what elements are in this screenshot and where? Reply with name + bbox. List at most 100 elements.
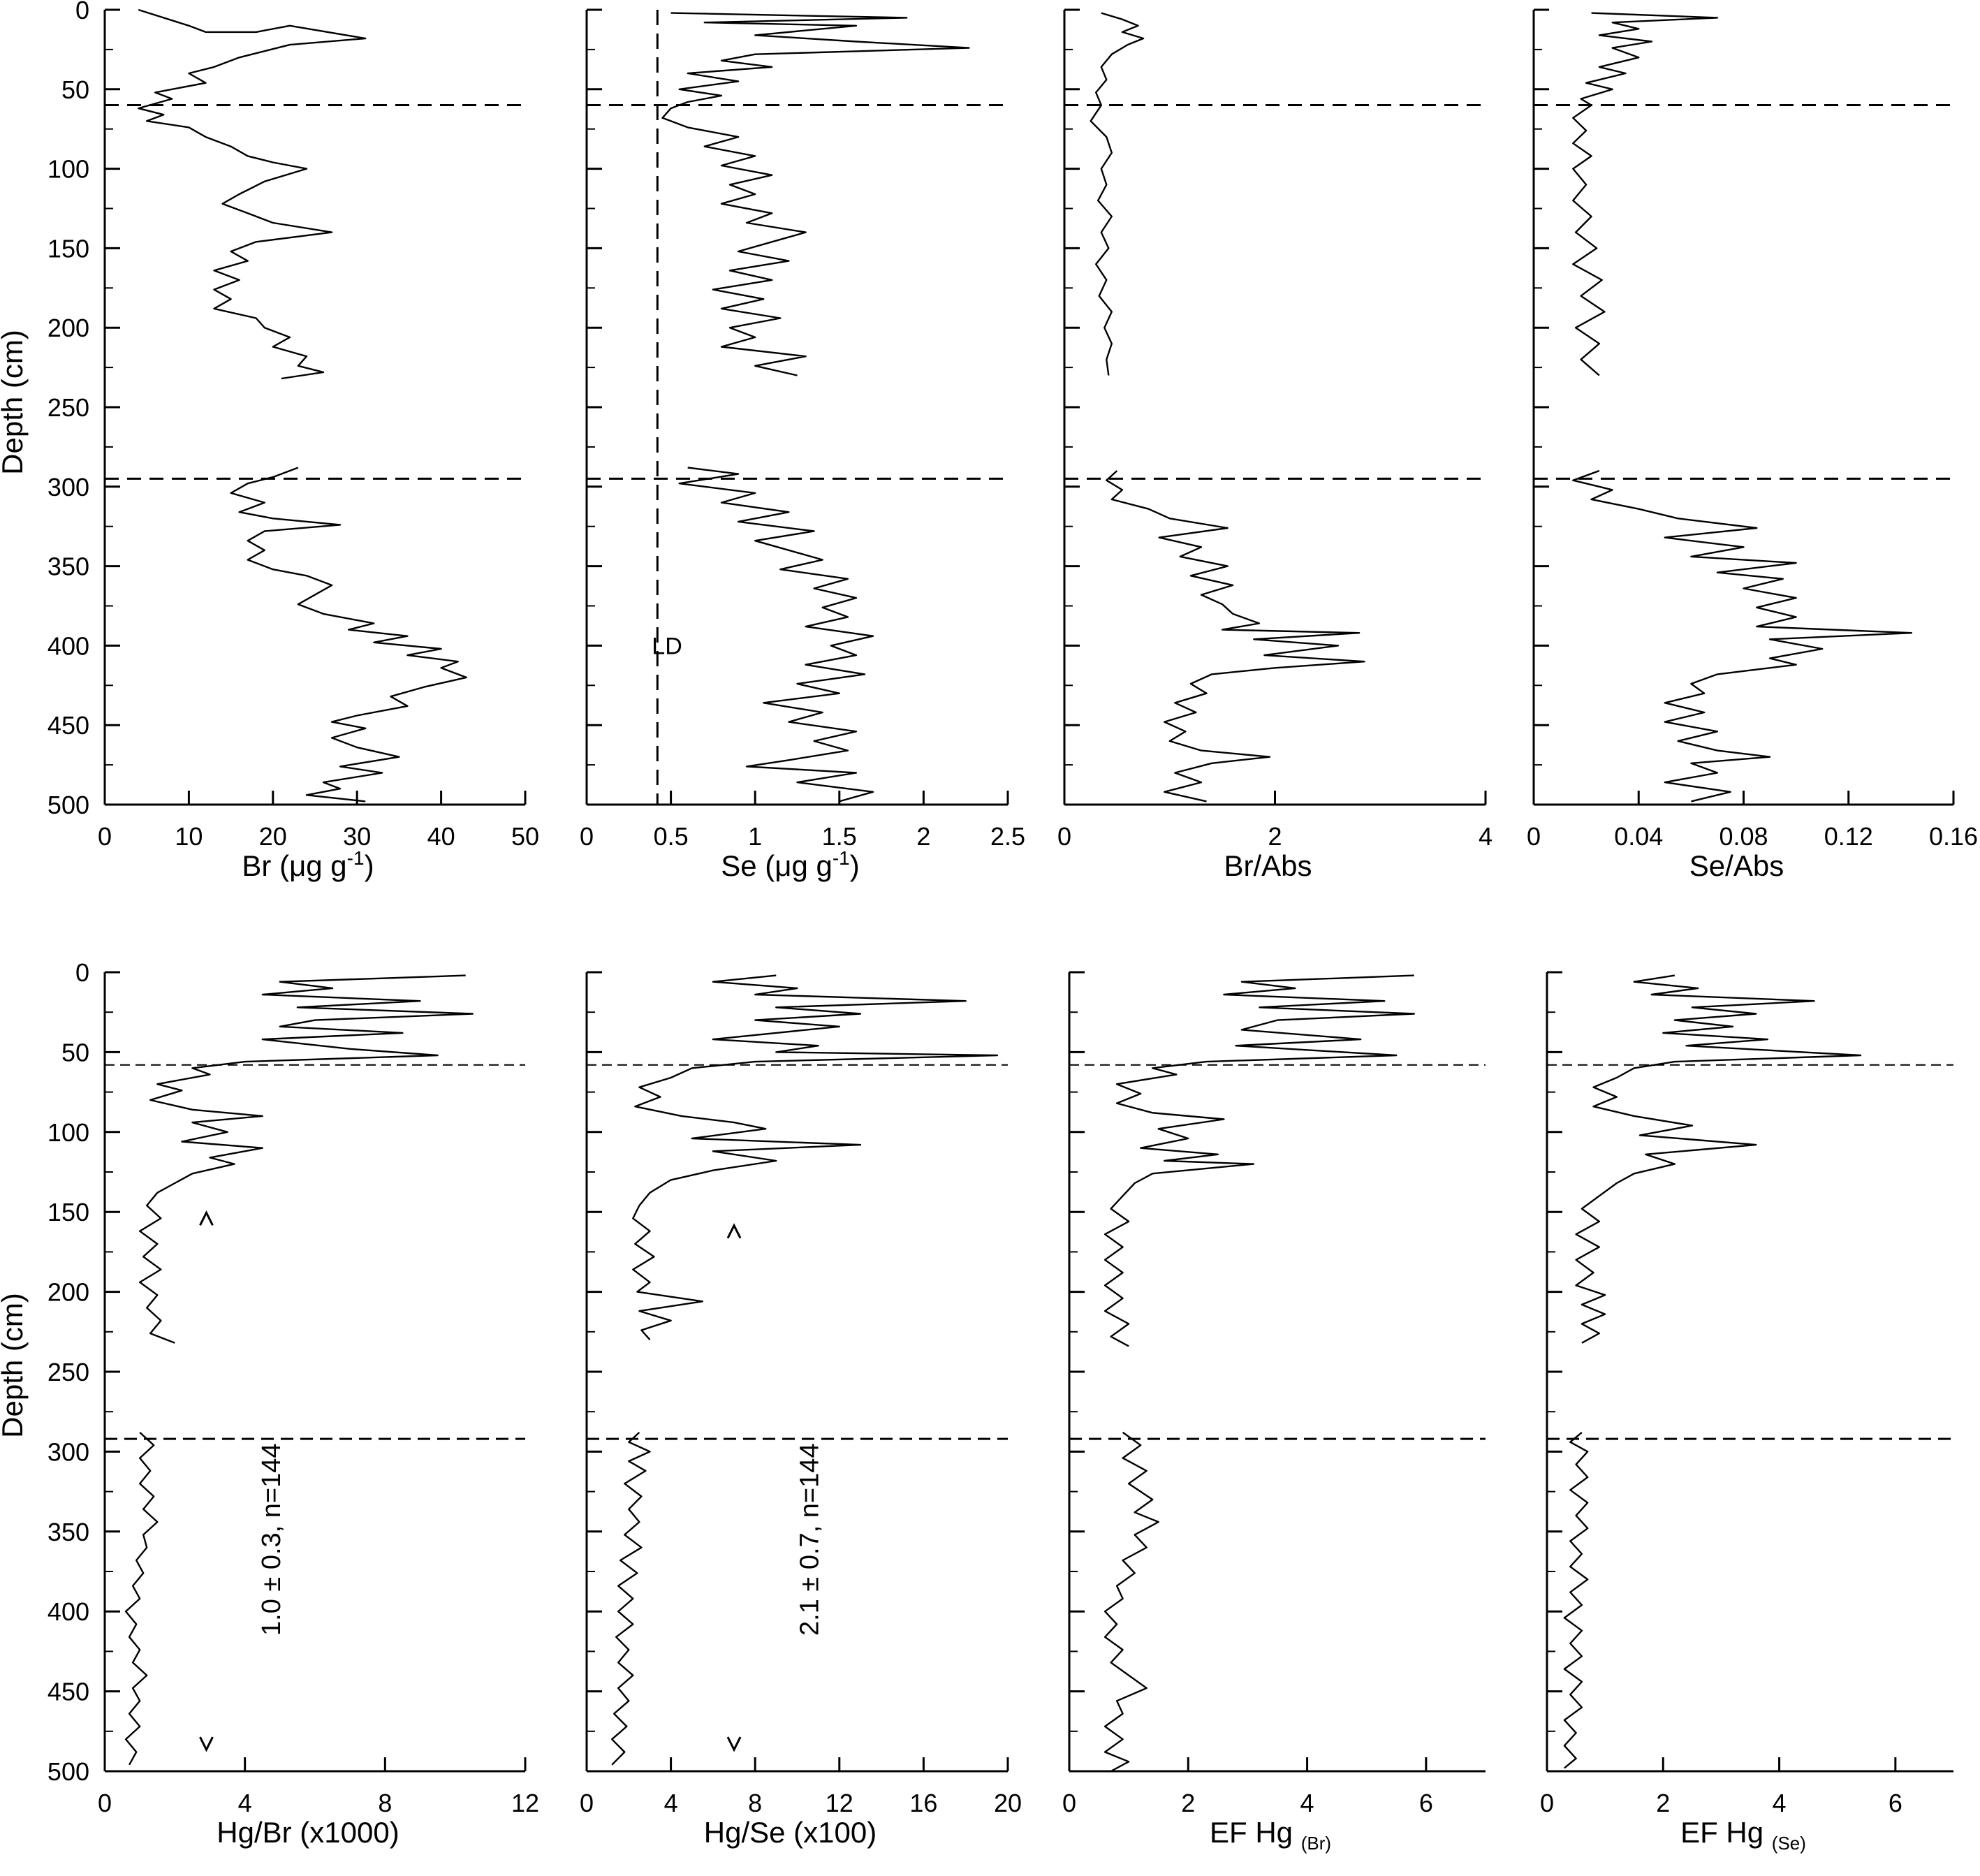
panel-4: 0 0.04 0.08 0.12 0.16 Se/Abs	[1527, 8, 1978, 882]
x-tick-label: 0	[98, 1789, 112, 1817]
x-tick-label: 0	[98, 822, 112, 851]
x-tick-label: 4	[238, 1789, 252, 1817]
x-tick-label: 0	[580, 1789, 594, 1817]
x-tick-label: 4	[664, 1789, 678, 1817]
y-tick-label: 450	[47, 711, 89, 740]
series-line-upper	[1572, 12, 1719, 376]
x-tick-label: 16	[909, 1789, 937, 1817]
panel-1: 0 50 100 150 200 250 300 350 400 450 500 0 10 20 30 40 5…	[47, 0, 539, 882]
series-line-upper	[632, 974, 999, 1340]
y-tick-label: 400	[47, 631, 89, 660]
y-tick-label: 500	[47, 1757, 89, 1786]
x-tick-label: 0	[580, 822, 594, 851]
y-tick-label: 50	[61, 75, 89, 104]
panel-6: 0 4 8 12 16 20 Hg/Se (x100) 2.1 ± 0.7, n=144	[580, 971, 1022, 1849]
x-axis-title: EF Hg (Se)	[1680, 1816, 1806, 1854]
series-line-lower	[124, 1432, 159, 1766]
y-axis-label-bottom: Depth (cm)	[0, 1293, 29, 1438]
y-tick-label: 0	[75, 958, 89, 987]
x-axis-title: EF Hg (Br)	[1210, 1816, 1331, 1854]
y-tick-label: 350	[47, 1518, 89, 1546]
panel-3: 0 2 4 Br/Abs	[1057, 8, 1493, 882]
x-tick-label: 30	[343, 822, 371, 851]
y-tick-label: 150	[47, 1198, 89, 1226]
x-axis-title-main: Se (μg g	[721, 849, 833, 882]
x-axis-title: Br/Abs	[1224, 849, 1312, 882]
x-tick-label: 20	[994, 1789, 1022, 1817]
range-start-arrow-icon	[726, 1223, 742, 1239]
x-axis-title: Hg/Br (x1000)	[217, 1816, 399, 1849]
x-axis-title-sup: -1	[833, 847, 850, 869]
x-tick-label: 20	[259, 822, 287, 851]
x-tick-label: 12	[511, 1789, 539, 1817]
x-tick-label: 8	[748, 1789, 762, 1817]
y-tick-label: 200	[47, 1278, 89, 1307]
x-tick-label: 4	[1300, 1789, 1314, 1817]
x-tick-label: 4	[1773, 1789, 1787, 1817]
series-line-upper	[139, 974, 474, 1344]
series-line-upper	[1103, 974, 1415, 1347]
y-tick-label: 300	[47, 1437, 89, 1466]
x-tick-label: 10	[175, 822, 203, 851]
x-axis-title-tail: )	[365, 849, 374, 882]
y-tick-label: 350	[47, 552, 89, 581]
detection-limit-label: LD	[652, 633, 682, 659]
x-axis-title: Hg/Se (x100)	[704, 1816, 877, 1849]
panel-7: 0 2 4 6 EF Hg (Br)	[1062, 971, 1486, 1854]
range-end-arrow-icon	[199, 1736, 214, 1752]
series-line-lower	[1106, 470, 1365, 803]
x-axis-title-sup: -1	[347, 847, 365, 869]
statistics-annotation: 1.0 ± 0.3, n=144	[257, 1444, 286, 1636]
x-tick-label: 50	[511, 822, 539, 851]
series-line-lower	[1563, 1431, 1589, 1769]
y-tick-label: 250	[47, 393, 89, 422]
x-tick-label: 2.5	[990, 822, 1025, 851]
x-tick-label: 6	[1889, 1789, 1902, 1817]
y-tick-label: 100	[47, 1118, 89, 1147]
series-line-lower	[1572, 469, 1913, 803]
x-axis-title: Se/Abs	[1689, 849, 1784, 882]
x-tick-label: 0.16	[1929, 822, 1978, 851]
x-tick-label: 2	[1656, 1789, 1670, 1817]
x-axis-title-tail: )	[850, 849, 860, 882]
x-tick-label: 0.08	[1719, 822, 1768, 851]
y-tick-label: 200	[47, 314, 89, 342]
range-end-arrow-icon	[726, 1736, 742, 1752]
y-tick-label: 500	[47, 791, 89, 819]
x-axis-title-sub: (Br)	[1301, 1833, 1331, 1854]
x-tick-label: 0	[1057, 822, 1071, 851]
panel-5: 0 50 100 150 200 250 300 350 400 450 500 0 4 8 12 Hg/Br…	[47, 958, 539, 1849]
x-tick-label: 2	[1268, 822, 1282, 851]
y-tick-label: 300	[47, 473, 89, 501]
x-tick-label: 2	[916, 822, 930, 851]
x-tick-label: 8	[378, 1789, 392, 1817]
series-line-lower	[1103, 1431, 1159, 1773]
y-tick-label: 450	[47, 1678, 89, 1706]
panel-8: 0 2 4 6 EF Hg (Se)	[1540, 971, 1953, 1854]
x-tick-label: 0.5	[654, 822, 689, 851]
x-tick-label: 0	[1062, 1789, 1076, 1817]
series-line-upper	[1575, 974, 1862, 1344]
x-axis-title: Br (μg g-1)	[242, 847, 374, 882]
x-tick-label: 12	[826, 1789, 853, 1817]
x-tick-label: 6	[1419, 1789, 1433, 1817]
y-tick-label: 150	[47, 234, 89, 263]
x-tick-label: 0	[1540, 1789, 1554, 1817]
x-axis-title-main: EF Hg	[1680, 1816, 1772, 1849]
series-line-lower	[611, 1432, 651, 1766]
series-line-upper	[1090, 12, 1145, 376]
x-tick-label: 1.5	[822, 822, 857, 851]
y-tick-label: 0	[75, 0, 89, 24]
y-tick-label: 50	[61, 1038, 89, 1067]
y-tick-label: 250	[47, 1358, 89, 1386]
x-tick-label: 0.12	[1824, 822, 1873, 851]
y-axis-label-top: Depth (cm)	[0, 330, 29, 475]
x-tick-label: 2	[1181, 1789, 1195, 1817]
x-tick-label: 0	[1527, 822, 1541, 851]
series-line-lower	[678, 467, 874, 803]
panel-2: 0 0.5 1 1.5 2 2.5 Se (μg g-1) LD	[580, 8, 1025, 882]
y-tick-label: 400	[47, 1597, 89, 1626]
x-axis-title-main: Br (μg g	[242, 849, 346, 882]
series-line-upper	[661, 12, 970, 376]
